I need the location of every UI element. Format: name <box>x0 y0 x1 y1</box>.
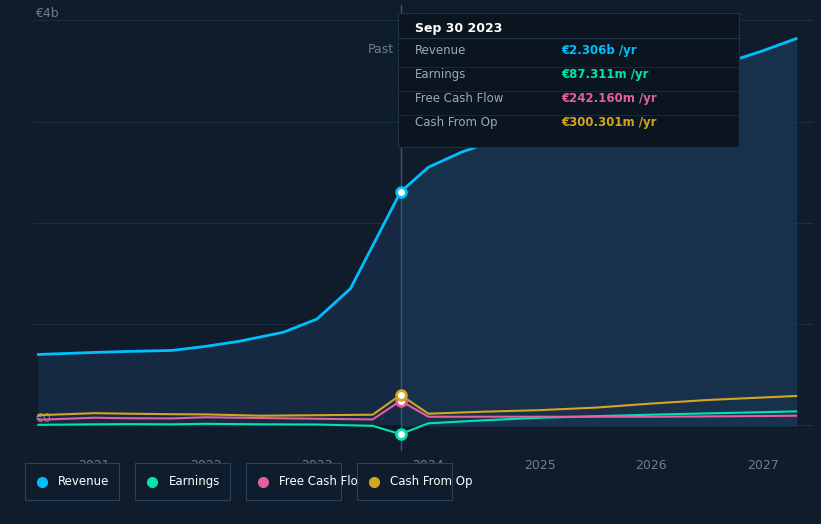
Text: €4b: €4b <box>35 7 58 20</box>
Text: Analysts Forecasts: Analysts Forecasts <box>407 42 524 56</box>
Text: €0: €0 <box>35 412 51 425</box>
Text: Free Cash Flow: Free Cash Flow <box>415 92 503 105</box>
Text: Cash From Op: Cash From Op <box>415 116 498 129</box>
Text: Sep 30 2023: Sep 30 2023 <box>415 23 502 36</box>
Text: Free Cash Flow: Free Cash Flow <box>279 475 368 488</box>
Text: Cash From Op: Cash From Op <box>390 475 473 488</box>
Text: €300.301m /yr: €300.301m /yr <box>562 116 658 129</box>
Text: €242.160m /yr: €242.160m /yr <box>562 92 658 105</box>
Text: Revenue: Revenue <box>415 44 466 57</box>
Text: Earnings: Earnings <box>415 68 466 81</box>
Text: €87.311m /yr: €87.311m /yr <box>562 68 649 81</box>
Text: Revenue: Revenue <box>57 475 109 488</box>
Text: Past: Past <box>368 42 394 56</box>
Text: €2.306b /yr: €2.306b /yr <box>562 44 637 57</box>
Text: Earnings: Earnings <box>168 475 220 488</box>
